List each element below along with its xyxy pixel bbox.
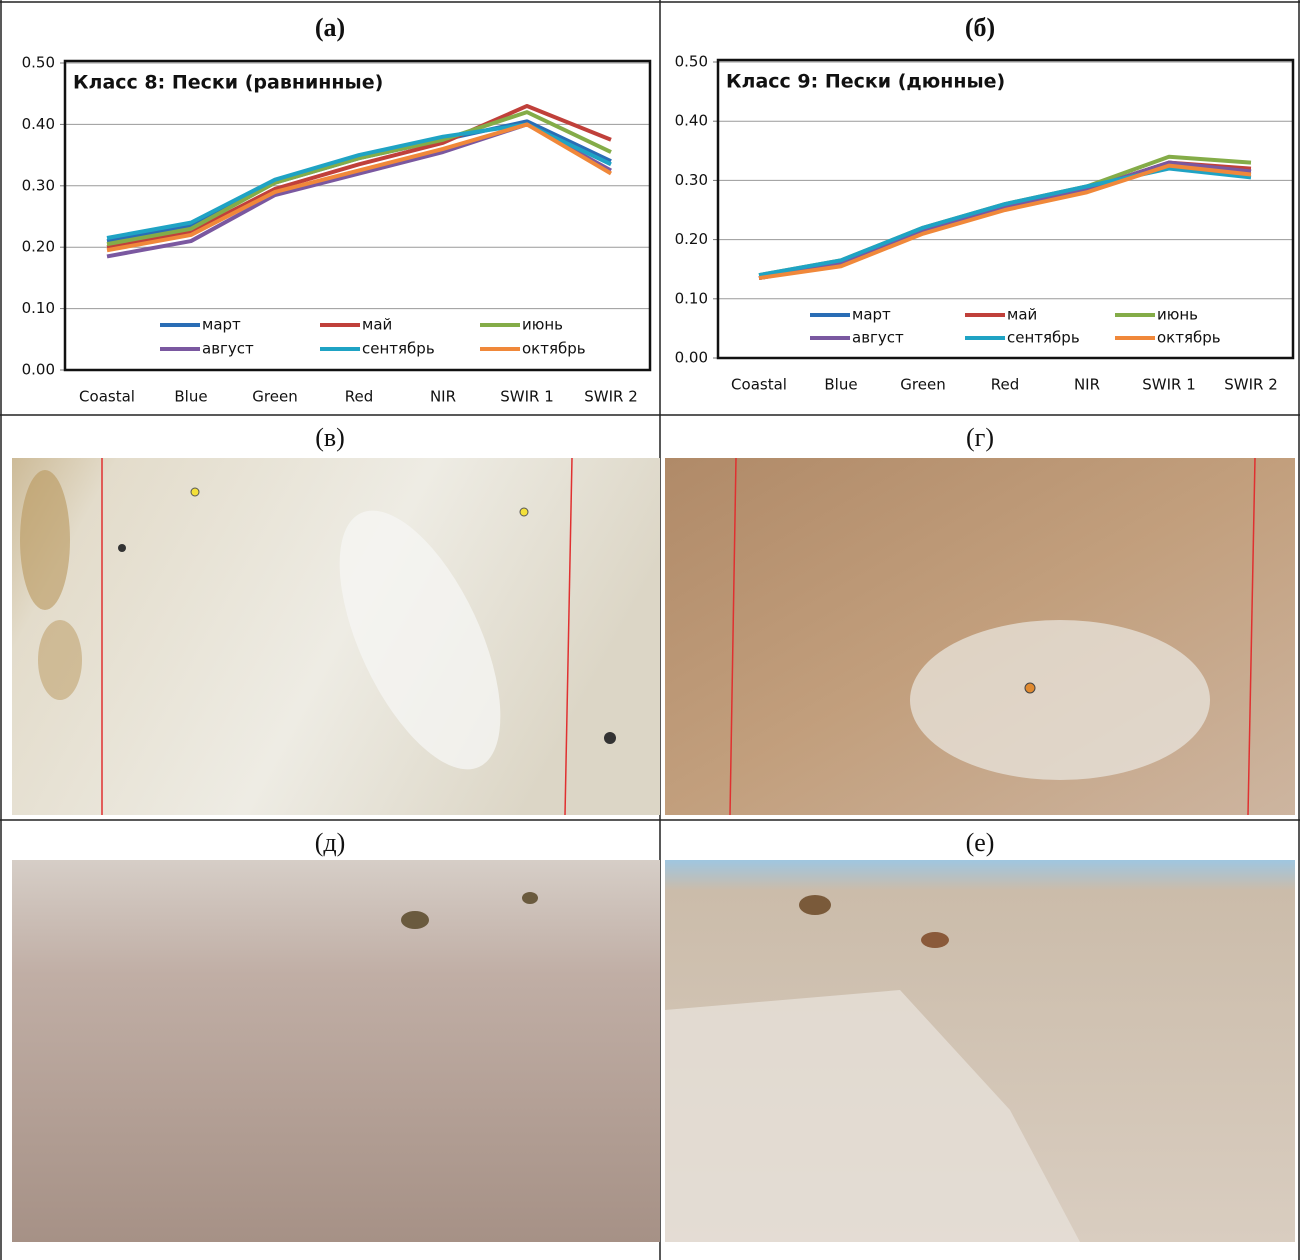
legend-label: август	[852, 329, 904, 347]
panel-label: (б)	[965, 13, 995, 42]
x-tick-label: Blue	[824, 376, 857, 394]
legend-label: май	[362, 316, 392, 334]
y-tick-label: 0.30	[22, 176, 55, 194]
panel-label: (в)	[315, 423, 345, 452]
x-tick-label: Green	[252, 388, 297, 406]
x-tick-label: Red	[345, 388, 374, 406]
x-tick-label: Blue	[174, 388, 207, 406]
x-tick-label: NIR	[430, 388, 456, 406]
y-tick-label: 0.10	[22, 299, 55, 317]
series-line	[106, 103, 612, 250]
series-line	[758, 163, 1252, 281]
series-line	[106, 110, 612, 247]
y-tick-label: 0.20	[22, 238, 55, 256]
chart-title: Класс 9: Пески (дюнные)	[726, 71, 1005, 93]
series-line	[106, 122, 612, 240]
plot-frame	[716, 58, 1295, 360]
panel-label: (г)	[966, 423, 994, 452]
series-line	[106, 122, 613, 253]
field-photo	[12, 860, 660, 1242]
panel-label: (а)	[315, 13, 345, 42]
y-tick-label: 0.40	[22, 115, 55, 133]
x-tick-label: Coastal	[79, 388, 135, 406]
series-line	[758, 160, 1252, 281]
x-tick-label: Red	[991, 376, 1020, 394]
x-tick-label: NIR	[1074, 376, 1100, 394]
y-tick-label: 0.20	[675, 230, 708, 248]
y-tick-label: 0.50	[675, 53, 708, 71]
legend-label: июнь	[522, 316, 563, 334]
panel-label: (д)	[315, 828, 346, 857]
legend-label: август	[202, 340, 254, 358]
panel-label: (е)	[966, 828, 995, 857]
legend-label: октябрь	[522, 340, 586, 358]
plot-frame	[63, 59, 652, 372]
series-line	[758, 154, 1252, 278]
y-tick-label: 0.30	[675, 171, 708, 189]
legend-label: сентябрь	[1007, 329, 1080, 347]
legend-label: октябрь	[1157, 329, 1221, 347]
x-tick-label: SWIR 1	[500, 388, 554, 406]
x-tick-label: SWIR 1	[1142, 376, 1196, 394]
legend-label: март	[202, 316, 241, 334]
satellite-image	[665, 457, 1295, 816]
x-tick-label: Green	[900, 376, 945, 394]
y-tick-label: 0.50	[22, 54, 55, 72]
satellite-image	[12, 457, 660, 816]
chart-title: Класс 8: Пески (равнинные)	[73, 72, 383, 94]
x-tick-label: Coastal	[731, 376, 787, 394]
legend-label: март	[852, 306, 891, 324]
y-tick-label: 0.00	[22, 361, 55, 379]
x-tick-label: SWIR 2	[584, 388, 638, 406]
field-photo	[665, 860, 1295, 1242]
x-tick-label: SWIR 2	[1224, 376, 1278, 394]
y-tick-label: 0.10	[675, 289, 708, 307]
legend-label: июнь	[1157, 306, 1198, 324]
y-tick-label: 0.40	[675, 112, 708, 130]
y-tick-label: 0.00	[675, 349, 708, 367]
legend-label: май	[1007, 306, 1037, 324]
legend-label: сентябрь	[362, 340, 435, 358]
series-line	[758, 166, 1252, 278]
